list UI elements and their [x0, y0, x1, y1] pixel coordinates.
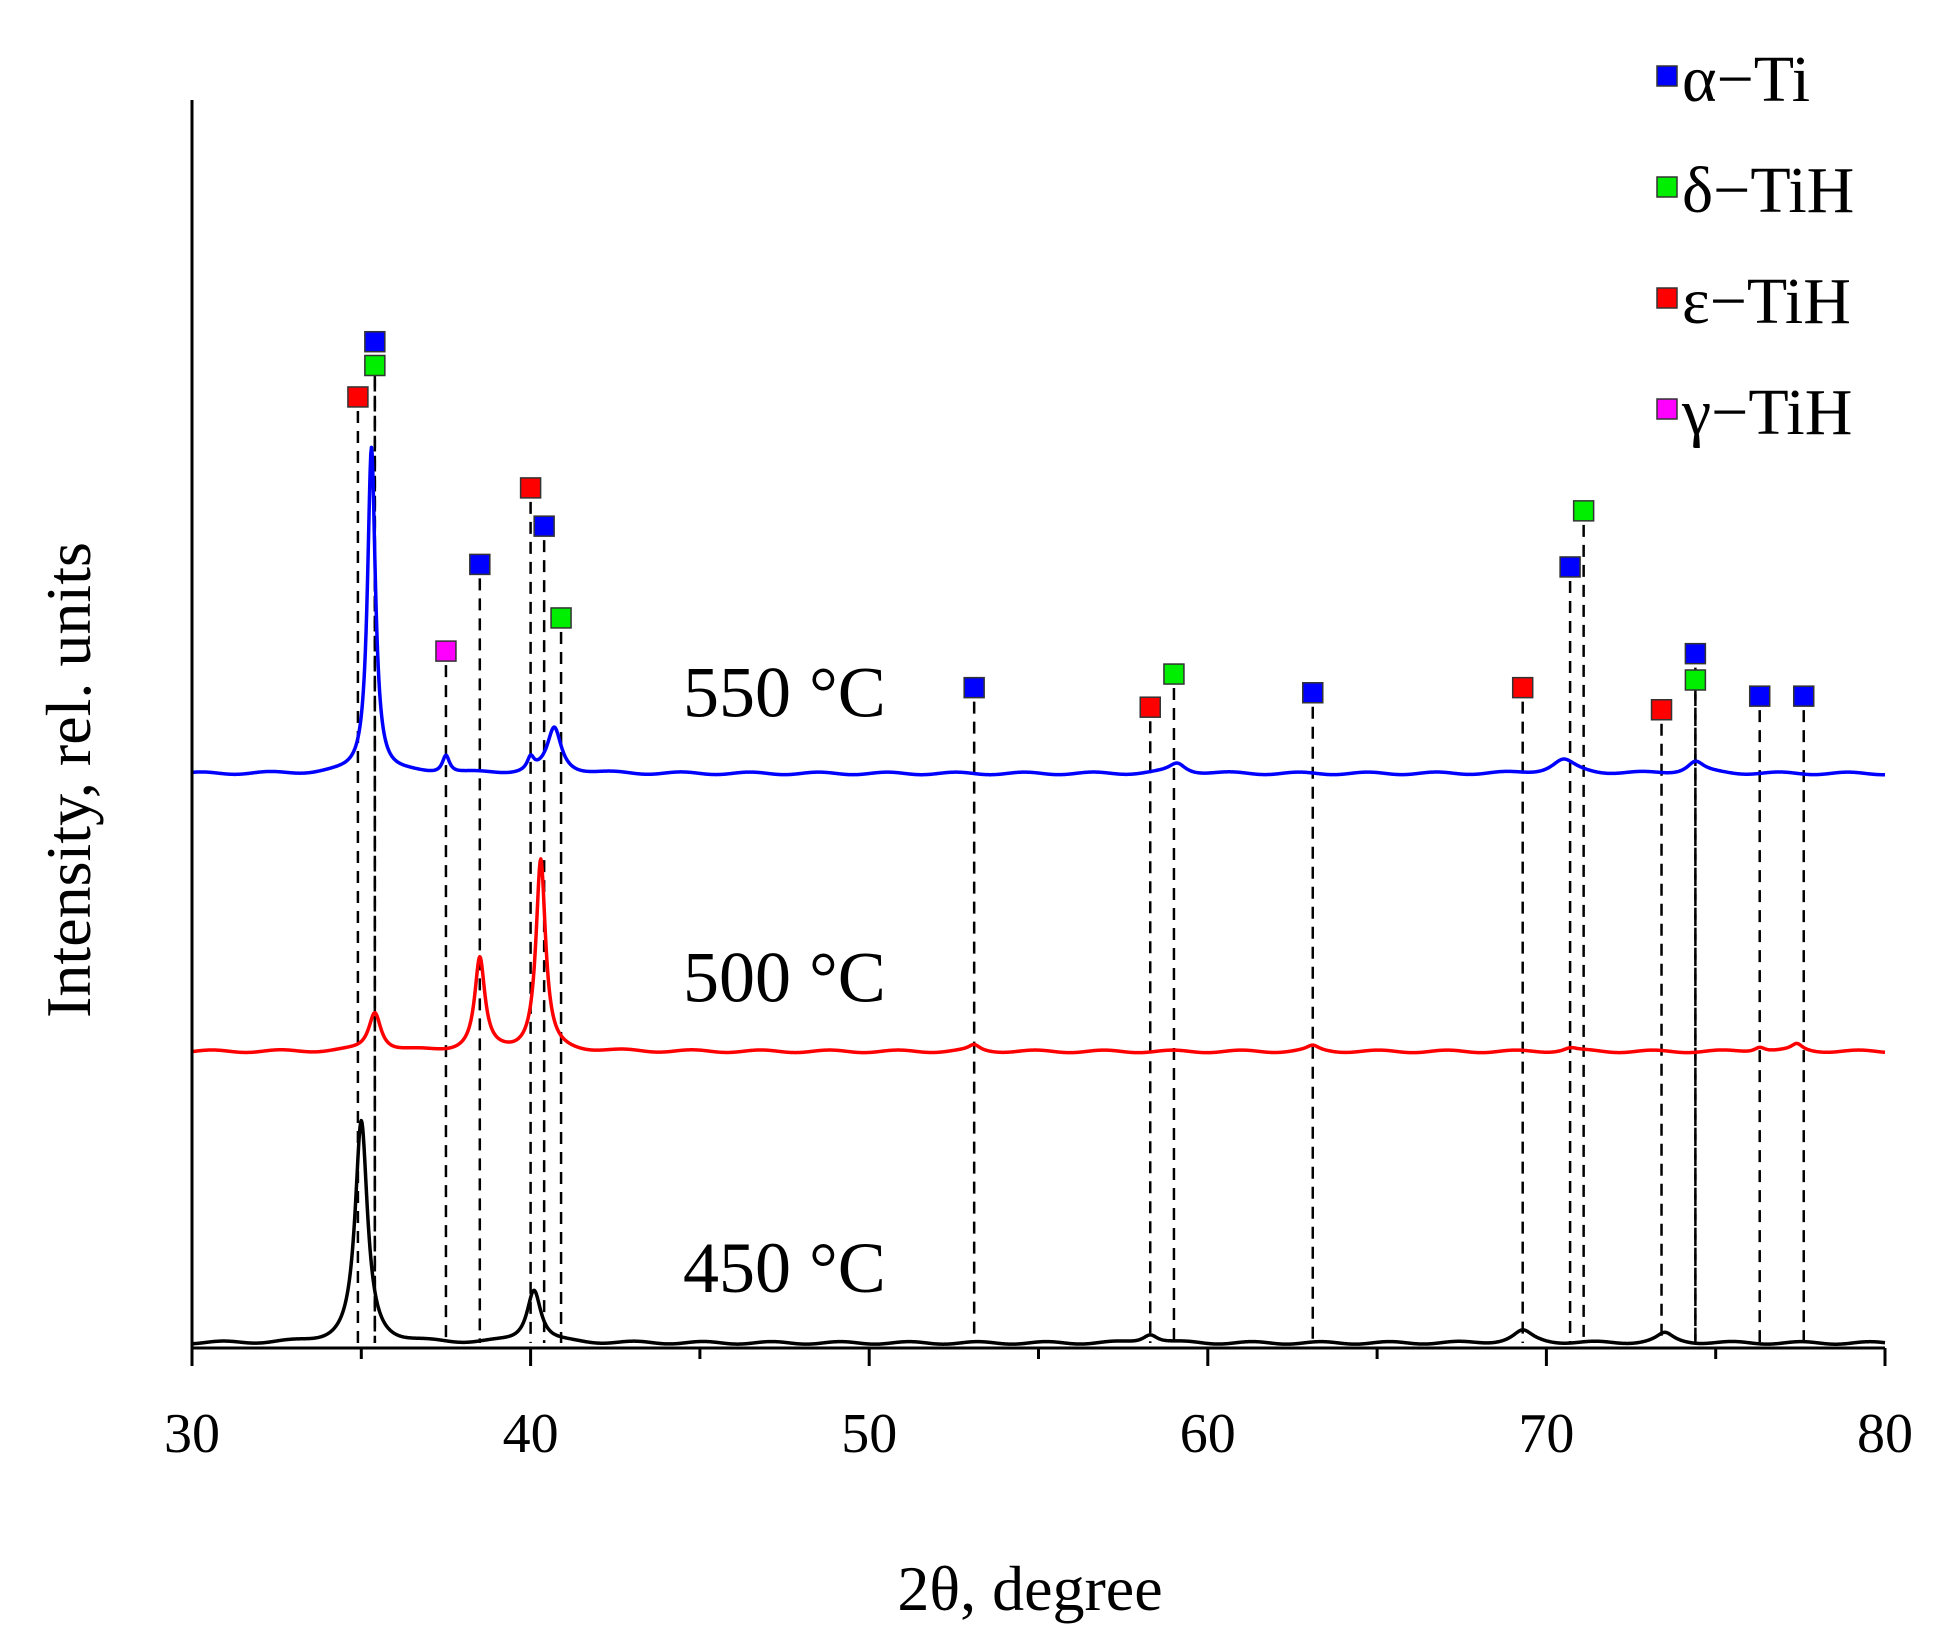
x-tick-label: 30	[164, 1403, 220, 1465]
axes	[190, 100, 1887, 1366]
y-axis-title: Intensity, rel. units	[33, 542, 104, 1018]
legend-swatch	[1656, 176, 1678, 198]
series-label: 550 °C	[683, 653, 886, 733]
phase-marker	[435, 640, 457, 662]
legend-entry: ε−TiH	[1682, 265, 1851, 338]
phase-marker	[364, 354, 386, 377]
x-tick-labels: 30 40 50 60 70 80	[164, 1403, 1913, 1465]
phase-marker	[533, 515, 555, 537]
legend-swatch	[1656, 287, 1678, 309]
phase-marker	[1559, 556, 1581, 578]
phase-marker	[519, 477, 542, 499]
legend-swatch	[1656, 398, 1678, 420]
x-tick-label: 70	[1518, 1403, 1574, 1465]
phase-marker	[1511, 676, 1534, 699]
legend-entry: δ−TiH	[1682, 154, 1854, 227]
phase-marker	[1139, 696, 1161, 718]
reference-dashed-lines	[356, 355, 1805, 1343]
phase-marker	[1572, 500, 1595, 522]
x-tick-label: 80	[1857, 1403, 1913, 1465]
phase-marker	[1163, 663, 1185, 685]
x-tick-label: 60	[1180, 1403, 1236, 1465]
series-label: 450 °C	[683, 1228, 886, 1308]
diffraction-curves	[190, 445, 1887, 1346]
series-line-500C	[190, 857, 1887, 1055]
series-line-550C	[190, 445, 1887, 777]
x-axis-title: 2θ, degree	[897, 1553, 1162, 1624]
series-label: 500 °C	[683, 937, 886, 1017]
phase-marker	[1684, 669, 1707, 691]
x-tick-label: 40	[503, 1403, 559, 1465]
legend: α−Ti δ−TiH ε−TiH γ−TiH	[1656, 43, 1854, 449]
phase-marker	[1748, 685, 1771, 707]
phase-marker	[1792, 685, 1815, 707]
legend-swatch	[1656, 65, 1678, 87]
phase-marker	[963, 676, 985, 699]
phase-marker	[469, 553, 491, 576]
phase-marker	[364, 330, 386, 353]
legend-entry: γ−TiH	[1681, 376, 1852, 449]
phase-markers	[347, 330, 1815, 721]
phase-marker	[550, 607, 572, 629]
x-tick-label: 50	[841, 1403, 897, 1465]
series-line-450C	[190, 1118, 1887, 1346]
phase-marker	[347, 386, 369, 408]
series-labels: 450 °C 500 °C 550 °C	[683, 653, 886, 1308]
legend-entry: α−Ti	[1682, 43, 1810, 116]
phase-marker	[1650, 699, 1673, 721]
phase-marker	[1684, 642, 1707, 665]
phase-marker	[1302, 682, 1324, 704]
